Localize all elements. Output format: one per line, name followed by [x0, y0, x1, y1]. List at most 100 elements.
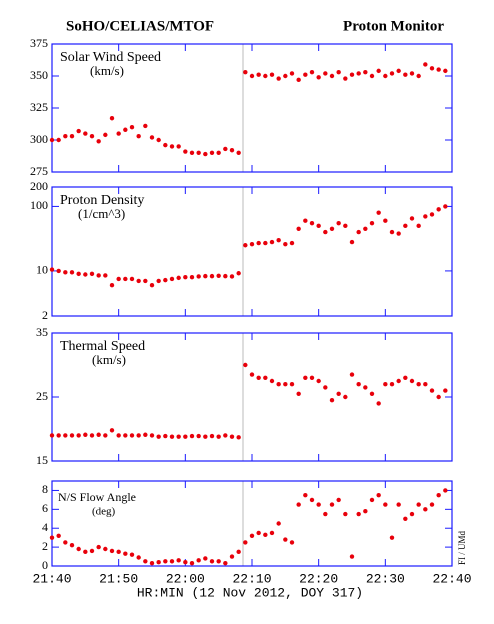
- point: [129, 276, 135, 282]
- point: [163, 142, 168, 148]
- point: [109, 283, 115, 288]
- point: [363, 385, 368, 390]
- x-tick-label: 22:20: [299, 571, 338, 586]
- point: [396, 378, 401, 384]
- point: [289, 71, 295, 76]
- point: [409, 216, 415, 221]
- point: [416, 382, 421, 387]
- point: [356, 511, 361, 517]
- point: [423, 62, 428, 67]
- point: [256, 530, 261, 536]
- y-tick-label: 6: [42, 501, 48, 515]
- point: [216, 150, 221, 155]
- point: [56, 533, 61, 538]
- point: [309, 375, 315, 380]
- point: [309, 220, 315, 226]
- point: [269, 378, 275, 384]
- point: [389, 229, 395, 235]
- x-tick-label: 21:40: [32, 571, 71, 586]
- x-tick-label: 22:40: [432, 571, 471, 586]
- point: [216, 559, 221, 564]
- point: [176, 144, 181, 149]
- y-tick-label: 25: [36, 389, 48, 403]
- point: [189, 560, 195, 566]
- point: [169, 144, 175, 149]
- point: [429, 388, 435, 393]
- y-tick-label: 8: [42, 482, 48, 496]
- point: [329, 398, 335, 403]
- point: [403, 375, 408, 380]
- point: [249, 241, 255, 247]
- credit: FI / UMd: [457, 531, 467, 566]
- point: [223, 433, 228, 438]
- point: [436, 394, 441, 400]
- point: [443, 204, 448, 209]
- point: [316, 75, 321, 80]
- header-right: Proton Monitor: [343, 18, 444, 34]
- point: [236, 549, 241, 555]
- point: [356, 71, 361, 76]
- x-tick-label: 22:00: [166, 571, 205, 586]
- point: [396, 68, 401, 74]
- point: [369, 73, 375, 79]
- point: [49, 433, 55, 438]
- x-axis-label: HR:MIN (12 Nov 2012, DOY 317): [137, 585, 363, 600]
- point: [96, 432, 101, 437]
- panel-title: Proton Density: [60, 193, 144, 208]
- point: [229, 554, 235, 559]
- point: [283, 73, 288, 79]
- panel-title: Solar Wind Speed: [60, 50, 161, 65]
- y-tick-label: 350: [30, 68, 48, 82]
- point: [103, 132, 108, 138]
- point: [103, 273, 108, 278]
- point: [296, 391, 301, 396]
- point: [203, 434, 208, 439]
- point: [63, 270, 68, 275]
- point: [229, 274, 235, 279]
- point: [396, 231, 401, 236]
- point: [403, 516, 408, 521]
- point: [163, 277, 168, 283]
- point: [369, 220, 375, 226]
- point: [356, 229, 361, 235]
- y-tick-label: 375: [30, 36, 48, 50]
- point: [363, 226, 368, 231]
- header-left: SoHO/CELIAS/MTOF: [66, 18, 214, 34]
- point: [176, 275, 181, 281]
- point: [243, 69, 248, 75]
- point: [376, 68, 381, 74]
- point: [189, 433, 195, 439]
- point: [303, 492, 308, 498]
- point: [343, 394, 348, 400]
- point: [183, 560, 188, 565]
- point: [196, 150, 201, 155]
- point: [116, 131, 121, 136]
- point: [249, 372, 255, 377]
- point: [69, 133, 75, 139]
- panel-title: Thermal Speed: [60, 339, 145, 354]
- point: [83, 131, 88, 136]
- point: [389, 535, 395, 540]
- panel-unit: (km/s): [92, 352, 126, 367]
- point: [409, 511, 415, 517]
- point: [256, 375, 261, 380]
- point: [429, 502, 435, 507]
- point: [209, 559, 215, 564]
- point: [423, 382, 428, 387]
- point: [329, 502, 335, 507]
- point: [329, 226, 335, 231]
- point: [63, 540, 68, 545]
- point: [409, 71, 415, 76]
- point: [156, 434, 161, 439]
- point: [69, 270, 75, 275]
- point: [123, 127, 128, 132]
- y-tick-label: 275: [30, 164, 48, 178]
- point: [123, 433, 128, 438]
- point: [349, 239, 355, 245]
- point: [249, 533, 255, 538]
- point: [196, 558, 201, 563]
- point: [376, 210, 381, 215]
- point: [183, 274, 188, 280]
- point: [163, 433, 168, 439]
